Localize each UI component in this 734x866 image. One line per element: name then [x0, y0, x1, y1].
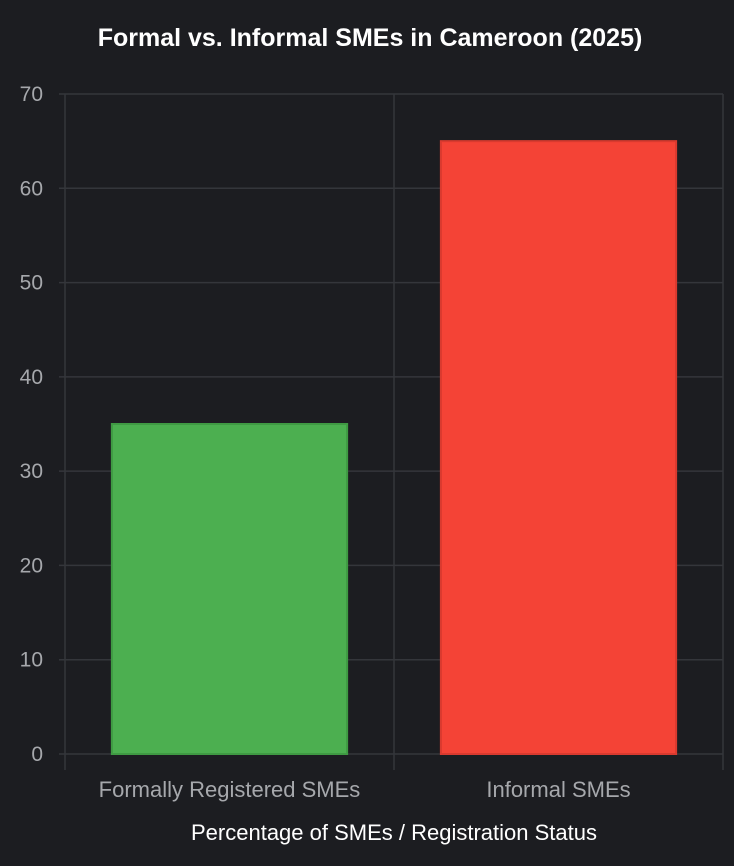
y-axis-ticks: 0 10 20 30 40 50 60 70	[20, 83, 43, 766]
x-category-label: Informal SMEs	[486, 777, 630, 802]
bars-layer	[110, 140, 678, 755]
y-tick-label: 20	[20, 554, 43, 577]
bar-formally-registered-smes	[110, 423, 349, 755]
y-tick-label: 60	[20, 177, 43, 200]
y-tick-label: 50	[20, 272, 43, 295]
chart-title: Formal vs. Informal SMEs in Cameroon (20…	[98, 24, 643, 52]
y-tick-label: 10	[20, 649, 43, 672]
y-tick-label: 30	[20, 460, 43, 483]
x-axis-label: Percentage of SMEs / Registration Status	[191, 820, 597, 845]
y-tick-label: 40	[20, 366, 43, 389]
x-category-label: Formally Registered SMEs	[99, 777, 361, 802]
x-axis-categories: Formally Registered SMEs Informal SMEs	[99, 777, 631, 802]
y-tick-label: 0	[31, 743, 43, 766]
y-tick-label: 70	[20, 83, 43, 106]
bar-informal-smes	[439, 140, 678, 755]
